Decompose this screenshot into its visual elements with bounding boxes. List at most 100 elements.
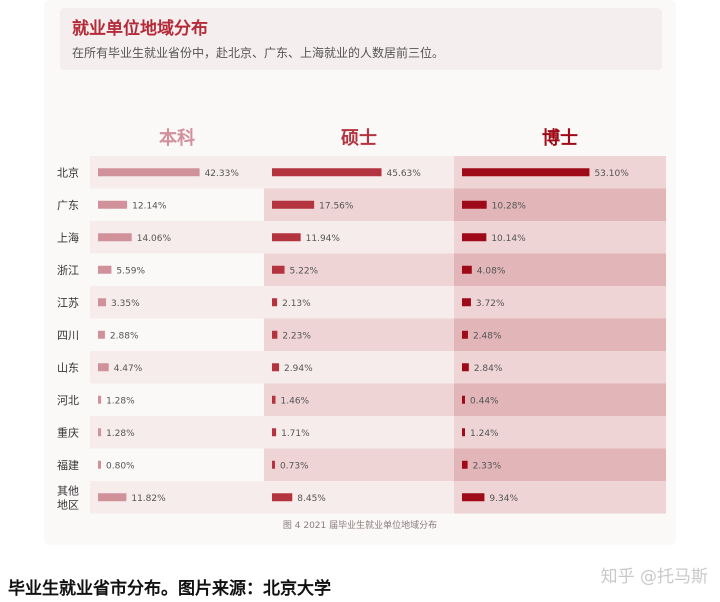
bar — [98, 298, 107, 307]
data-label: 5.22% — [290, 266, 319, 276]
row-band — [264, 416, 454, 449]
data-label: 10.28% — [492, 201, 527, 211]
bar — [98, 363, 109, 372]
bar — [462, 330, 468, 339]
data-label: 45.63% — [387, 169, 422, 179]
row-band — [454, 253, 666, 286]
data-label: 11.94% — [306, 234, 341, 244]
data-label: 1.24% — [470, 429, 499, 439]
bar — [462, 493, 485, 502]
bar — [98, 428, 102, 437]
bar — [98, 330, 105, 339]
data-label: 5.59% — [116, 266, 145, 276]
category-label: 浙江 — [57, 264, 79, 277]
bar — [462, 395, 465, 404]
bar — [462, 200, 487, 209]
bar — [462, 363, 469, 372]
row-band — [454, 416, 666, 449]
data-label: 1.28% — [106, 396, 135, 406]
data-label: 3.72% — [476, 299, 505, 309]
row-band — [454, 481, 666, 514]
data-label: 1.28% — [106, 429, 135, 439]
bar — [98, 460, 101, 469]
category-label: 重庆 — [57, 425, 79, 439]
data-label: 2.23% — [282, 331, 311, 341]
data-label: 53.10% — [594, 169, 629, 179]
bar — [272, 200, 315, 209]
series-header-1: 本科 — [159, 127, 195, 149]
series-header-2: 硕士 — [341, 128, 377, 149]
row-band — [264, 383, 454, 416]
row-band — [90, 286, 264, 319]
data-label: 2.94% — [284, 364, 313, 374]
row-band — [454, 383, 666, 416]
row-band — [90, 351, 264, 384]
data-label: 2.33% — [473, 461, 502, 471]
category-label: 广东 — [57, 199, 79, 212]
data-label: 2.48% — [473, 331, 502, 341]
bar — [98, 395, 102, 404]
bar — [462, 298, 471, 307]
bar — [462, 428, 465, 437]
data-label: 0.44% — [470, 396, 499, 406]
row-band — [454, 351, 666, 384]
category-label: 地区 — [57, 498, 79, 511]
row-band — [264, 351, 454, 384]
figure-caption: 图 4 2021 届毕业生就业单位地域分布 — [282, 521, 438, 531]
bar — [272, 265, 285, 274]
bar — [272, 395, 276, 404]
bar — [98, 265, 112, 274]
bar — [98, 168, 200, 177]
data-label: 42.33% — [205, 169, 240, 179]
row-band — [454, 221, 666, 254]
bar — [272, 330, 278, 339]
data-label: 2.84% — [474, 364, 503, 374]
category-label: 北京 — [57, 165, 79, 179]
row-band — [454, 448, 666, 481]
category-label: 河北 — [57, 394, 79, 407]
data-label: 14.06% — [137, 234, 172, 244]
row-band — [264, 448, 454, 481]
bar — [272, 493, 293, 502]
data-label: 9.34% — [489, 494, 518, 504]
row-band — [264, 253, 454, 286]
bar — [462, 233, 487, 242]
data-label: 8.45% — [297, 494, 326, 504]
bar — [98, 200, 128, 209]
bar — [272, 428, 277, 437]
row-band — [264, 286, 454, 319]
category-label: 四川 — [57, 329, 79, 342]
section-title: 就业单位地域分布 — [72, 19, 208, 39]
header-box — [60, 8, 662, 70]
bar — [272, 233, 301, 242]
category-label: 山东 — [57, 361, 79, 374]
data-label: 2.88% — [110, 331, 139, 341]
bar — [272, 298, 278, 307]
bar — [98, 233, 132, 242]
row-band — [264, 318, 454, 351]
image-caption: 毕业生就业省市分布。图片来源：北京大学 — [8, 579, 331, 599]
data-label: 11.82% — [131, 494, 166, 504]
data-label: 1.71% — [281, 429, 310, 439]
data-label: 0.80% — [106, 461, 135, 471]
data-label: 4.08% — [477, 266, 506, 276]
category-label: 其他 — [57, 484, 79, 497]
bar — [462, 460, 468, 469]
data-label: 0.73% — [280, 461, 309, 471]
section-subtitle: 在所有毕业生就业省份中，赴北京、广东、上海就业的人数居前三位。 — [72, 46, 445, 60]
data-label: 12.14% — [132, 201, 167, 211]
bar — [272, 363, 280, 372]
row-band — [454, 286, 666, 319]
category-label: 福建 — [57, 458, 79, 472]
row-band — [90, 416, 264, 449]
data-label: 4.47% — [114, 364, 143, 374]
watermark: 知乎 @托马斯 — [600, 567, 708, 587]
category-label: 江苏 — [57, 296, 79, 309]
bar — [98, 493, 127, 502]
data-label: 10.14% — [491, 234, 526, 244]
row-band — [454, 188, 666, 221]
row-band — [264, 481, 454, 514]
category-label: 上海 — [57, 230, 79, 244]
data-label: 3.35% — [111, 299, 140, 309]
